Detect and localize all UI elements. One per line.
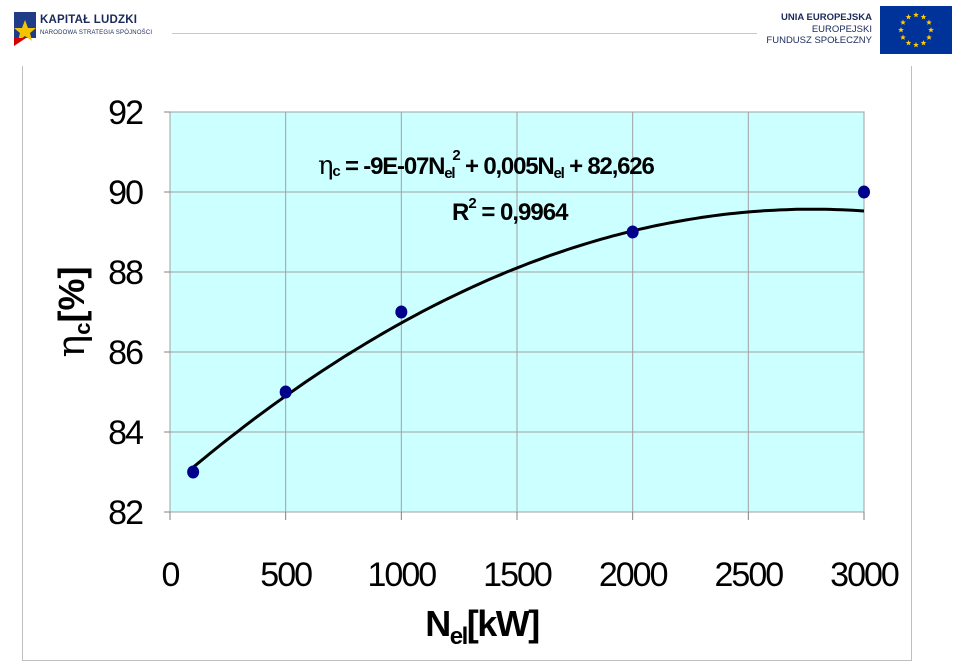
eq-eta-sub: c: [332, 163, 340, 180]
y-tick-label: 92: [108, 94, 143, 132]
kapital-ludzki-subtitle: NARODOWA STRATEGIA SPÓJNOŚCI: [40, 30, 153, 36]
data-point: [626, 225, 639, 239]
eq-part-3: + 82,626: [564, 153, 655, 180]
y-tick-label: 84: [108, 414, 143, 452]
x-tick-label: 3000: [830, 556, 899, 594]
y-axis-ticks: 82 84 86 88 90 92: [108, 94, 170, 532]
eq-eta-symbol: η: [318, 151, 332, 181]
x-label-unit: [kW]: [467, 603, 539, 644]
x-axis-label: Nel[kW]: [425, 603, 539, 650]
x-label-sub: el: [450, 623, 467, 650]
slide-frame: [22, 66, 912, 661]
eu-logo-text: UNIA EUROPEJSKA EUROPEJSKI FUNDUSZ SPOŁE…: [766, 12, 872, 47]
x-tick-label: 2000: [599, 556, 668, 594]
r-squared: R2 = 0,9964: [452, 195, 569, 226]
x-tick-label: 1500: [483, 556, 552, 594]
y-axis-label: ηc[%]: [49, 266, 95, 357]
header-divider: [172, 33, 757, 34]
eu-star: [905, 14, 912, 20]
r2-label: R: [452, 199, 469, 226]
x-tick-label: 1000: [368, 556, 437, 594]
eu-star: [926, 34, 932, 40]
grid-lines: [169, 111, 865, 513]
data-point: [395, 305, 408, 319]
data-point: [279, 385, 292, 399]
eu-star: [913, 12, 919, 18]
eu-star: [920, 39, 927, 46]
eu-star: [920, 14, 927, 20]
eu-flag-icon: [880, 6, 952, 54]
eu-line-2: EUROPEJSKI: [811, 23, 872, 35]
eu-star: [905, 39, 912, 46]
y-tick-label: 90: [108, 174, 143, 212]
r2-value: = 0,9964: [476, 199, 569, 226]
y-tick-label: 88: [108, 254, 143, 292]
r2-sup: 2: [468, 195, 476, 212]
data-points: [187, 185, 870, 479]
x-tick-label: 500: [260, 556, 312, 594]
trend-equation: ηc = -9E-07Nel2 + 0,005Nel + 82,626: [318, 147, 654, 182]
y-label-unit: [%]: [51, 266, 92, 322]
eu-star: [926, 19, 932, 25]
eu-line-3: FUNDUSZ SPOŁECZNY: [766, 35, 872, 46]
eq-sub-1: el: [444, 165, 455, 182]
eu-star: [900, 19, 906, 25]
x-tick-label: 0: [162, 556, 180, 594]
eu-star: [928, 27, 934, 33]
x-tick-label: 2500: [715, 556, 784, 594]
kapital-ludzki-title: KAPITAŁ LUDZKI: [40, 14, 138, 26]
data-point: [187, 465, 200, 479]
data-point: [858, 185, 870, 199]
kapital-ludzki-star-logo: [14, 12, 36, 46]
eq-part-1: = -9E-07N: [340, 153, 445, 180]
eu-star: [898, 27, 904, 33]
eu-star: [913, 42, 919, 48]
x-label-main: N: [425, 603, 450, 644]
eq-sup-1: 2: [452, 147, 460, 164]
kapital-ludzki-logo: [10, 8, 170, 52]
y-tick-label: 82: [108, 494, 143, 532]
eu-line-1: UNIA EUROPEJSKA: [781, 12, 872, 23]
y-tick-label: 86: [108, 334, 143, 372]
eq-sub-2: el: [554, 165, 565, 182]
y-label-sub: c: [70, 322, 95, 334]
trendline: [192, 207, 865, 469]
x-axis-ticks: 0 500 1000 1500 2000 2500 3000: [162, 512, 901, 594]
eq-part-2: + 0,005N: [460, 153, 554, 180]
y-label-eta: η: [49, 335, 93, 358]
eu-star: [900, 34, 906, 40]
